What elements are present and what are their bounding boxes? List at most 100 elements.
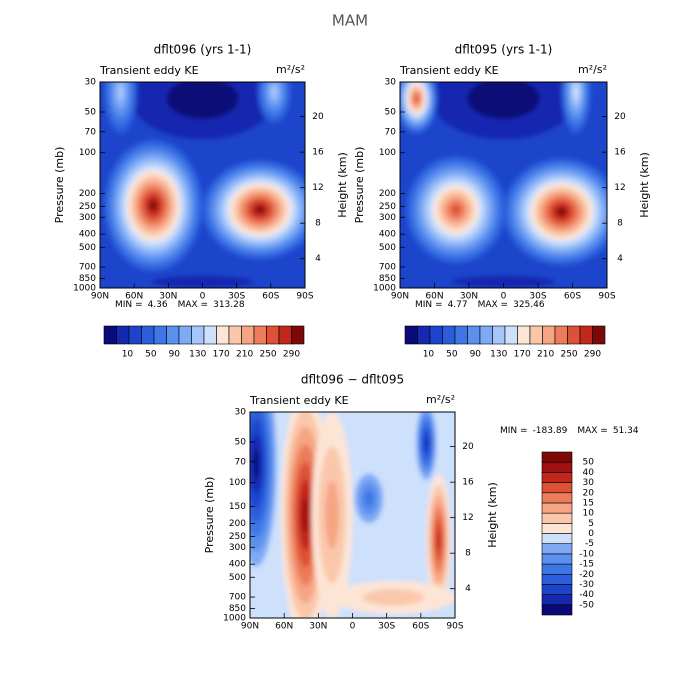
- min-max-part: 4.36: [148, 300, 168, 310]
- y-tick-label: 200: [379, 189, 396, 199]
- colorbar-box: [153, 325, 167, 345]
- colorbar-box: [541, 604, 573, 616]
- y-tick-label: 850: [79, 274, 96, 284]
- colorbar-box: [567, 325, 581, 345]
- colorbar-label: 170: [213, 350, 230, 360]
- colorbar-box: [228, 325, 242, 345]
- colorbar-label: 50: [446, 350, 458, 360]
- x-tick-label: 60N: [125, 292, 143, 302]
- colorbar-box: [278, 325, 292, 345]
- colorbar-box: [592, 325, 606, 345]
- colorbar-label: 290: [584, 350, 601, 360]
- y-tick-label: 500: [229, 573, 246, 583]
- colorbar-label: 10: [122, 350, 134, 360]
- colorbar-label: 90: [169, 350, 181, 360]
- x-tick-label: 30S: [378, 622, 395, 632]
- x-tick-label: 60S: [412, 622, 429, 632]
- min-max-part: 51.34: [613, 426, 639, 436]
- y-tick-label: 500: [379, 243, 396, 253]
- colorbar-label: 20: [583, 488, 595, 498]
- colorbar-label: 50: [583, 458, 595, 468]
- colorbar-box: [541, 584, 573, 595]
- colorbar-label: -20: [579, 570, 594, 580]
- contour-band: [149, 200, 158, 211]
- y-tick-label: 700: [79, 263, 96, 273]
- y-tick-label: 150: [229, 502, 246, 512]
- panel: dflt095 (yrs 1-1) Transient eddy KE m²/s² 3…: [353, 43, 651, 360]
- panel-subtitle: Transient eddy KE: [99, 64, 199, 77]
- colorbar-label: 50: [145, 350, 157, 360]
- x-tick-label: 90N: [391, 292, 409, 302]
- colorbar-box: [253, 325, 267, 345]
- x-tick-label: 90N: [241, 622, 259, 632]
- colorbar-box: [504, 325, 518, 345]
- colorbar-box: [442, 325, 456, 345]
- y-tick-label: 30: [235, 408, 247, 418]
- colorbar-label: 90: [470, 350, 482, 360]
- x-tick-label: 90S: [296, 292, 313, 302]
- contour-band: [253, 448, 260, 479]
- y-tick-label: 200: [79, 189, 96, 199]
- colorbar-box: [541, 472, 573, 483]
- x-tick-label: 0: [501, 292, 507, 302]
- y-tick-label: 1000: [73, 284, 96, 294]
- y-tick-label: 100: [379, 148, 396, 158]
- x-tick-label: 30N: [159, 292, 177, 302]
- colorbar-box: [492, 325, 506, 345]
- y-tick-label: 400: [79, 230, 96, 240]
- colorbar-label: 130: [189, 350, 206, 360]
- colorbar-label: -30: [579, 580, 594, 590]
- min-max: MIN = 4.36 MAX = 313.28: [115, 300, 245, 310]
- colorbar-box: [454, 325, 468, 345]
- min-max-part: MAX =: [478, 300, 509, 310]
- colorbar-label: 170: [514, 350, 531, 360]
- colorbar-label: 290: [283, 350, 300, 360]
- y-tick-label: 700: [379, 263, 396, 273]
- panel-title: dflt096 − dflt095: [301, 373, 404, 387]
- panel: dflt096 (yrs 1-1) Transient eddy KE m²/s² 3…: [53, 43, 349, 360]
- colorbar-label: -15: [579, 560, 594, 570]
- min-max: MIN = 4.77 MAX = 325.46: [415, 300, 545, 310]
- y2-tick-label: 16: [614, 148, 626, 158]
- x-tick-label: 60S: [262, 292, 279, 302]
- contour-band: [270, 86, 278, 99]
- min-max-part: 325.46: [513, 300, 545, 310]
- contour-band: [573, 85, 579, 100]
- y-axis-label: Pressure (mb): [353, 147, 366, 224]
- min-max: MIN = -183.89 MAX = 51.34: [500, 426, 639, 436]
- x-tick-label: 90S: [598, 292, 615, 302]
- colorbar-box: [541, 451, 573, 463]
- colorbar-box: [579, 325, 593, 345]
- y2-tick-label: 12: [462, 513, 473, 523]
- y-tick-label: 70: [385, 127, 397, 137]
- contour-band: [301, 497, 309, 533]
- y-tick-label: 400: [229, 560, 246, 570]
- y-axis-label: Pressure (mb): [53, 147, 66, 224]
- panel-subtitle: Transient eddy KE: [249, 394, 349, 407]
- panel-subtitle: Transient eddy KE: [399, 64, 499, 77]
- min-max-part: 313.28: [213, 300, 245, 310]
- y2-tick-label: 8: [617, 219, 623, 229]
- colorbar-box: [116, 325, 130, 345]
- colorbar-box: [103, 325, 117, 345]
- y2-tick-label: 8: [465, 549, 471, 559]
- colorbar-box: [216, 325, 230, 345]
- colorbar-label: 10: [583, 509, 595, 519]
- colorbar-box: [541, 543, 573, 555]
- contour-band: [151, 275, 254, 288]
- x-tick-label: 60S: [564, 292, 581, 302]
- main-title: MAM: [332, 12, 368, 30]
- y-tick-label: 1000: [223, 614, 246, 624]
- units: m²/s²: [276, 63, 305, 76]
- colorbar-label: 5: [588, 519, 594, 529]
- y-tick-label: 850: [379, 274, 396, 284]
- contour-band: [557, 207, 566, 216]
- y-tick-label: 500: [79, 243, 96, 253]
- contour-band: [414, 95, 419, 102]
- colorbar-label: 250: [259, 350, 276, 360]
- colorbar-box: [517, 325, 531, 345]
- contour-band: [255, 205, 265, 214]
- colorbar-label: 210: [236, 350, 253, 360]
